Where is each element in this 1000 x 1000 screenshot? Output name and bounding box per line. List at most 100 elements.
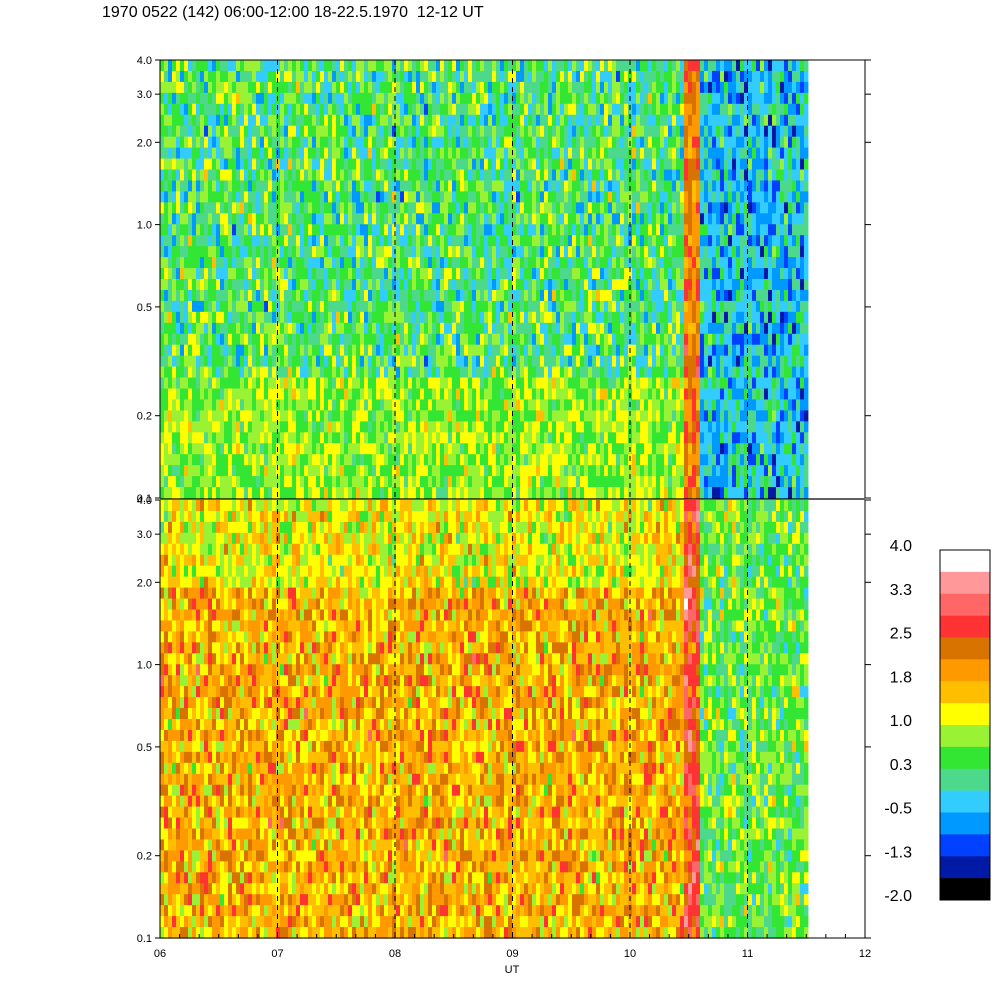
heatmap-cell <box>288 300 293 313</box>
heatmap-cell <box>188 246 193 258</box>
heatmap-cell <box>204 289 209 302</box>
heatmap-cell <box>256 114 261 127</box>
heatmap-cell <box>592 355 597 368</box>
heatmap-cell <box>536 158 541 171</box>
heatmap-cell <box>276 268 281 280</box>
heatmap-cell <box>612 103 617 116</box>
heatmap-cell <box>380 191 385 203</box>
heatmap-cell <box>424 443 429 455</box>
heatmap-cell <box>208 103 213 116</box>
heatmap-cell <box>320 60 325 72</box>
heatmap-cell <box>172 355 177 368</box>
heatmap-cell <box>316 213 321 225</box>
heatmap-cell <box>600 191 605 203</box>
heatmap-cell <box>564 300 569 313</box>
heatmap-cell <box>164 344 169 357</box>
heatmap-cell <box>328 366 333 379</box>
heatmap-cell <box>316 279 321 291</box>
heatmap-cell <box>584 432 589 444</box>
heatmap-cell <box>324 257 329 269</box>
heatmap-cell <box>564 213 569 225</box>
heatmap-cell <box>380 60 385 72</box>
heatmap-cell <box>328 60 333 72</box>
heatmap-cell <box>284 322 289 335</box>
heatmap-cell <box>636 443 641 455</box>
heatmap-cell <box>616 388 621 401</box>
heatmap-cell <box>492 136 497 149</box>
heatmap-cell <box>552 476 557 488</box>
heatmap-cell <box>616 289 621 302</box>
heatmap-cell <box>408 147 413 160</box>
heatmap-cell <box>400 289 405 302</box>
heatmap-cell <box>504 443 509 455</box>
heatmap-cell <box>464 322 469 335</box>
heatmap-cell <box>160 169 165 182</box>
heatmap-cell <box>484 476 489 488</box>
heatmap-cell <box>396 355 401 368</box>
heatmap-cell <box>184 322 189 335</box>
heatmap-cell <box>196 224 201 236</box>
heatmap-cell <box>560 246 565 258</box>
heatmap-cell <box>484 92 489 105</box>
heatmap-cell <box>568 235 573 247</box>
heatmap-cell <box>296 70 301 83</box>
heatmap-cell <box>268 169 273 182</box>
heatmap-cell <box>504 81 509 94</box>
heatmap-cell <box>624 147 629 160</box>
heatmap-cell <box>384 476 389 488</box>
heatmap-cell <box>240 147 245 160</box>
heatmap-cell <box>476 92 481 105</box>
heatmap-cell <box>332 268 337 280</box>
heatmap-cell <box>408 103 413 116</box>
heatmap-cell <box>580 476 585 488</box>
heatmap-cell <box>656 311 661 324</box>
heatmap-cell <box>428 202 433 214</box>
heatmap-cell <box>556 224 561 236</box>
heatmap-cell <box>312 213 317 225</box>
heatmap-cell <box>536 300 541 313</box>
heatmap-cell <box>408 257 413 269</box>
heatmap-cell <box>164 268 169 280</box>
heatmap-cell <box>580 125 585 138</box>
heatmap-cell <box>508 432 513 444</box>
heatmap-cell <box>440 202 445 214</box>
heatmap-cell <box>540 289 545 302</box>
heatmap-cell <box>240 103 245 116</box>
heatmap-cell <box>344 399 349 411</box>
heatmap-cell <box>196 487 201 499</box>
heatmap-cell <box>392 289 397 302</box>
heatmap-cell <box>164 180 169 192</box>
heatmap-cell <box>380 114 385 127</box>
heatmap-cell <box>456 180 461 192</box>
heatmap-cell <box>248 136 253 149</box>
heatmap-cell <box>448 158 453 171</box>
heatmap-cell <box>240 300 245 313</box>
heatmap-cell <box>160 125 165 138</box>
heatmap-cell <box>464 487 469 499</box>
heatmap-cell <box>564 289 569 302</box>
heatmap-cell <box>532 158 537 171</box>
heatmap-cell <box>408 279 413 291</box>
heatmap-cell <box>608 224 613 236</box>
heatmap-cell <box>388 279 393 291</box>
heatmap-cell <box>616 136 621 149</box>
heatmap-cell <box>196 300 201 313</box>
heatmap-cell <box>332 333 337 346</box>
heatmap-cell <box>304 344 309 357</box>
heatmap-cell <box>576 246 581 258</box>
heatmap-cell <box>408 410 413 422</box>
heatmap-cell <box>388 388 393 401</box>
heatmap-cell <box>180 311 185 324</box>
heatmap-cell <box>256 268 261 280</box>
heatmap-cell <box>412 147 417 160</box>
heatmap-cell <box>220 202 225 214</box>
heatmap-cell <box>564 388 569 401</box>
heatmap-cell <box>508 465 513 477</box>
heatmap-cell <box>196 92 201 105</box>
heatmap-cell <box>608 114 613 127</box>
heatmap-cell <box>592 213 597 225</box>
heatmap-cell <box>656 289 661 302</box>
heatmap-cell <box>472 202 477 214</box>
heatmap-cell <box>440 60 445 72</box>
heatmap-cell <box>620 202 625 214</box>
